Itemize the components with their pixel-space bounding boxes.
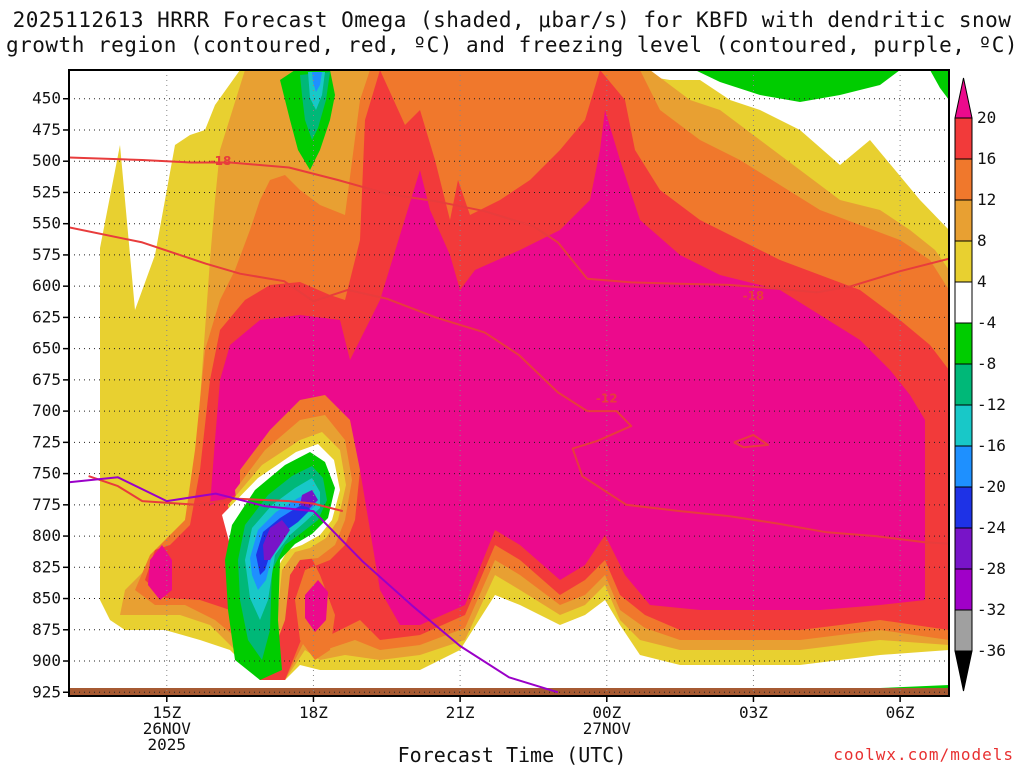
x-axis-label: Forecast Time (UTC) bbox=[397, 743, 627, 767]
colorbar-label: -4 bbox=[977, 313, 996, 332]
colorbar-bin bbox=[954, 363, 973, 406]
contour-label: -18 bbox=[743, 289, 765, 303]
y-tick-label: 550 bbox=[32, 214, 61, 233]
colorbar-label: -32 bbox=[977, 600, 1006, 619]
colorbar-label: -20 bbox=[977, 477, 1006, 496]
colorbar-label: 8 bbox=[977, 231, 987, 250]
shade-neg24 bbox=[256, 502, 310, 575]
y-axis: 450 475 500 525 550 575 600 625 650 675 700 725 750 7… bbox=[32, 89, 69, 701]
colorbar-bin bbox=[954, 240, 973, 283]
y-tick-label: 825 bbox=[32, 557, 61, 576]
colorbar-top-arrow bbox=[954, 77, 973, 119]
shade-20-ubar-cell850 bbox=[305, 580, 328, 632]
shade-neg20-upper bbox=[312, 72, 322, 92]
y-tick-label: 475 bbox=[32, 120, 61, 139]
colorbar-bin bbox=[954, 117, 973, 160]
colorbar-label: 20 bbox=[977, 108, 996, 127]
colorbar-bottom-arrow bbox=[954, 650, 973, 692]
colorbar-label: -8 bbox=[977, 354, 996, 373]
x-tick-label: 18Z bbox=[299, 703, 328, 722]
plot-frame bbox=[68, 69, 950, 697]
y-tick-label: 500 bbox=[32, 151, 61, 170]
colorbar-label: 4 bbox=[977, 272, 987, 291]
contour-dgz-minus18-upper bbox=[69, 156, 818, 294]
y-tick-label: 725 bbox=[32, 432, 61, 451]
y-tick-label: 875 bbox=[32, 620, 61, 639]
contour-dgz-minus12-upper bbox=[69, 226, 588, 412]
y-tick-label: 775 bbox=[32, 495, 61, 514]
colorbar-label: -16 bbox=[977, 436, 1006, 455]
colorbar-label: -24 bbox=[977, 518, 1006, 537]
contour-lines bbox=[69, 156, 949, 694]
omega-shading bbox=[69, 70, 949, 696]
colorbar-bin bbox=[954, 609, 973, 652]
colorbar-bin bbox=[954, 568, 973, 611]
y-tick-label: 700 bbox=[32, 401, 61, 420]
x-tick-date: 26NOV bbox=[143, 719, 192, 738]
contour-dgz-minus18-lower bbox=[816, 257, 949, 294]
colorbar-label: 12 bbox=[977, 190, 996, 209]
credit-link[interactable]: coolwx.com/models bbox=[833, 745, 1014, 764]
colorbar-label: 16 bbox=[977, 149, 996, 168]
shade-neg28 bbox=[263, 520, 290, 560]
x-tick-date: 27NOV bbox=[583, 719, 632, 738]
chart-title: 2025112613 HRRR Forecast Omega (shaded, … bbox=[5, 8, 1019, 57]
colorbar-bin bbox=[954, 199, 973, 242]
contour-dgz-minus12-label-seg bbox=[571, 410, 949, 545]
contour-labels: -18 -18 -12 bbox=[210, 154, 765, 405]
shade-neg8-topright bbox=[695, 70, 900, 102]
y-tick-label: 650 bbox=[32, 339, 61, 358]
shade-neg8-topright2 bbox=[930, 70, 949, 100]
contour-dgz-small-loop bbox=[733, 433, 770, 449]
y-tick-label: 925 bbox=[32, 682, 61, 701]
y-tick-label: 600 bbox=[32, 276, 61, 295]
x-tick-label: 06Z bbox=[886, 703, 915, 722]
colorbar-label: -28 bbox=[977, 559, 1006, 578]
shade-20-ubar-lowcell bbox=[148, 545, 172, 600]
y-tick-label: 450 bbox=[32, 89, 61, 108]
colorbar-bin bbox=[954, 486, 973, 529]
x-tick-label: 03Z bbox=[739, 703, 768, 722]
y-tick-label: 900 bbox=[32, 651, 61, 670]
colorbar-label: -12 bbox=[977, 395, 1006, 414]
colorbar-bin bbox=[954, 445, 973, 488]
contour-label: -12 bbox=[596, 392, 618, 406]
y-tick-label: 850 bbox=[32, 589, 61, 608]
contour-dgz-minus12-lower bbox=[88, 475, 344, 513]
x-tick-year: 2025 bbox=[148, 735, 187, 754]
shade-20-ubar bbox=[210, 110, 925, 625]
colorbar-bin bbox=[954, 322, 973, 365]
y-tick-label: 750 bbox=[32, 464, 61, 483]
colorbar-bin bbox=[954, 527, 973, 570]
x-tick-label: 00Z bbox=[592, 703, 621, 722]
colorbar-bin bbox=[954, 404, 973, 447]
y-tick-label: 675 bbox=[32, 370, 61, 389]
y-tick-label: 625 bbox=[32, 307, 61, 326]
y-tick-label: 575 bbox=[32, 245, 61, 264]
colorbar-bin bbox=[954, 158, 973, 201]
y-tick-label: 525 bbox=[32, 182, 61, 201]
contour-label: -18 bbox=[210, 154, 232, 168]
contour-freezing-level bbox=[69, 476, 559, 694]
x-tick-label: 15Z bbox=[152, 703, 181, 722]
colorbar-bin bbox=[954, 281, 973, 324]
y-tick-label: 800 bbox=[32, 526, 61, 545]
colorbar: 20 16 12 8 4 -4 -8 -12 -16 -20 -24 -28 -32 -36 bbox=[954, 77, 1006, 692]
x-tick-label: 21Z bbox=[446, 703, 475, 722]
colorbar-label: -36 bbox=[977, 641, 1006, 660]
